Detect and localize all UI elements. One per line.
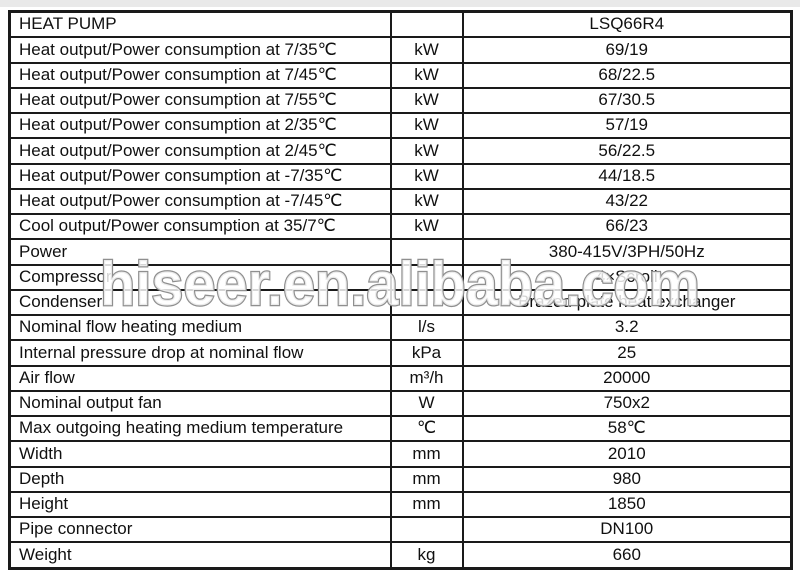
spec-unit: W <box>389 389 464 418</box>
spec-label: Heat output/Power consumption at -7/35℃ <box>8 162 392 190</box>
spec-unit: ℃ <box>389 415 464 443</box>
spec-value: 20000 <box>461 364 793 392</box>
spec-unit <box>389 10 464 39</box>
spec-value: 2010 <box>461 440 793 468</box>
table-row: Heat output/Power consumption at 7/55℃ k… <box>8 86 793 115</box>
table-row: Weight kg 660 <box>8 541 793 570</box>
spec-unit <box>389 263 464 291</box>
table-row: Width mm 2010 <box>8 440 793 468</box>
spec-unit: kPa <box>389 339 464 367</box>
spec-label: Heat output/Power consumption at 7/45℃ <box>8 61 392 89</box>
spec-value: 69/19 <box>461 36 793 64</box>
spec-unit <box>389 288 464 317</box>
spec-value: 980 <box>461 465 793 493</box>
spec-unit: kW <box>389 187 464 216</box>
spec-unit: l/s <box>389 314 464 342</box>
table-row: Pipe connector DN100 <box>8 516 793 544</box>
spec-label: Nominal output fan <box>8 389 392 418</box>
spec-value: 44/18.5 <box>461 162 793 190</box>
heat-pump-spec-table: HEAT PUMP LSQ66R4 Heat output/Power cons… <box>8 10 793 570</box>
spec-value: 43/22 <box>461 187 793 216</box>
table-row: Depth mm 980 <box>8 465 793 493</box>
spec-label: Pipe connector <box>8 516 392 544</box>
table-row: Condenser Brazed plate heat exchanger <box>8 288 793 317</box>
spec-label: Width <box>8 440 392 468</box>
spec-unit: mm <box>389 465 464 493</box>
spec-label: Air flow <box>8 364 392 392</box>
spec-value: 68/22.5 <box>461 61 793 89</box>
spec-value: 25 <box>461 339 793 367</box>
table-row: Internal pressure drop at nominal flow k… <box>8 339 793 367</box>
spec-unit: kW <box>389 86 464 115</box>
spec-value: 750x2 <box>461 389 793 418</box>
spec-unit <box>389 238 464 266</box>
table-row: Air flow m³/h 20000 <box>8 364 793 392</box>
spec-unit: mm <box>389 490 464 519</box>
scan-edge-strip <box>0 0 800 7</box>
spec-unit: kW <box>389 213 464 241</box>
spec-label: Max outgoing heating medium temperature <box>8 415 392 443</box>
spec-unit <box>389 516 464 544</box>
spec-label: Heat output/Power consumption at 2/35℃ <box>8 112 392 140</box>
table-row: HEAT PUMP LSQ66R4 <box>8 10 793 39</box>
spec-label: Weight <box>8 541 392 570</box>
spec-value: 67/30.5 <box>461 86 793 115</box>
spec-value: 66/23 <box>461 213 793 241</box>
table-row: Height mm 1850 <box>8 490 793 519</box>
spec-label: Depth <box>8 465 392 493</box>
table-row: Heat output/Power consumption at 7/45℃ k… <box>8 61 793 89</box>
table-row: Power 380-415V/3PH/50Hz <box>8 238 793 266</box>
spec-label: Heat output/Power consumption at 7/55℃ <box>8 86 392 115</box>
table-row: Nominal output fan W 750x2 <box>8 389 793 418</box>
spec-label: Heat output/Power consumption at -7/45℃ <box>8 187 392 216</box>
spec-label: HEAT PUMP <box>8 10 392 39</box>
table-row: Nominal flow heating medium l/s 3.2 <box>8 314 793 342</box>
spec-label: Cool output/Power consumption at 35/7℃ <box>8 213 392 241</box>
spec-unit: kW <box>389 162 464 190</box>
spec-label: Power <box>8 238 392 266</box>
spec-value: 57/19 <box>461 112 793 140</box>
spec-unit: kW <box>389 112 464 140</box>
spec-value: 58℃ <box>461 415 793 443</box>
spec-value: 3.2 <box>461 314 793 342</box>
spec-unit: mm <box>389 440 464 468</box>
table-row: Max outgoing heating medium temperature … <box>8 415 793 443</box>
spec-unit: kW <box>389 61 464 89</box>
spec-label: Condenser <box>8 288 392 317</box>
spec-label: Heat output/Power consumption at 7/35℃ <box>8 36 392 64</box>
spec-label: Height <box>8 490 392 519</box>
spec-value: Brazed plate heat exchanger <box>461 288 793 317</box>
spec-unit: m³/h <box>389 364 464 392</box>
spec-value: LSQ66R4 <box>461 10 793 39</box>
table-row: Compressor 4×Scroll <box>8 263 793 291</box>
spec-unit: kW <box>389 137 464 165</box>
spec-label: Compressor <box>8 263 392 291</box>
table-row: Heat output/Power consumption at 2/45℃ k… <box>8 137 793 165</box>
spec-value: 56/22.5 <box>461 137 793 165</box>
spec-value: 4×Scroll <box>461 263 793 291</box>
table-row: Heat output/Power consumption at 2/35℃ k… <box>8 112 793 140</box>
spec-unit: kg <box>389 541 464 570</box>
table-row: Cool output/Power consumption at 35/7℃ k… <box>8 213 793 241</box>
spec-table-body: HEAT PUMP LSQ66R4 Heat output/Power cons… <box>8 10 793 570</box>
table-row: Heat output/Power consumption at -7/45℃ … <box>8 187 793 216</box>
spec-label: Internal pressure drop at nominal flow <box>8 339 392 367</box>
spec-unit: kW <box>389 36 464 64</box>
spec-value: 1850 <box>461 490 793 519</box>
spec-value: 380-415V/3PH/50Hz <box>461 238 793 266</box>
spec-value: 660 <box>461 541 793 570</box>
spec-label: Nominal flow heating medium <box>8 314 392 342</box>
spec-value: DN100 <box>461 516 793 544</box>
spec-label: Heat output/Power consumption at 2/45℃ <box>8 137 392 165</box>
table-row: Heat output/Power consumption at -7/35℃ … <box>8 162 793 190</box>
table-row: Heat output/Power consumption at 7/35℃ k… <box>8 36 793 64</box>
